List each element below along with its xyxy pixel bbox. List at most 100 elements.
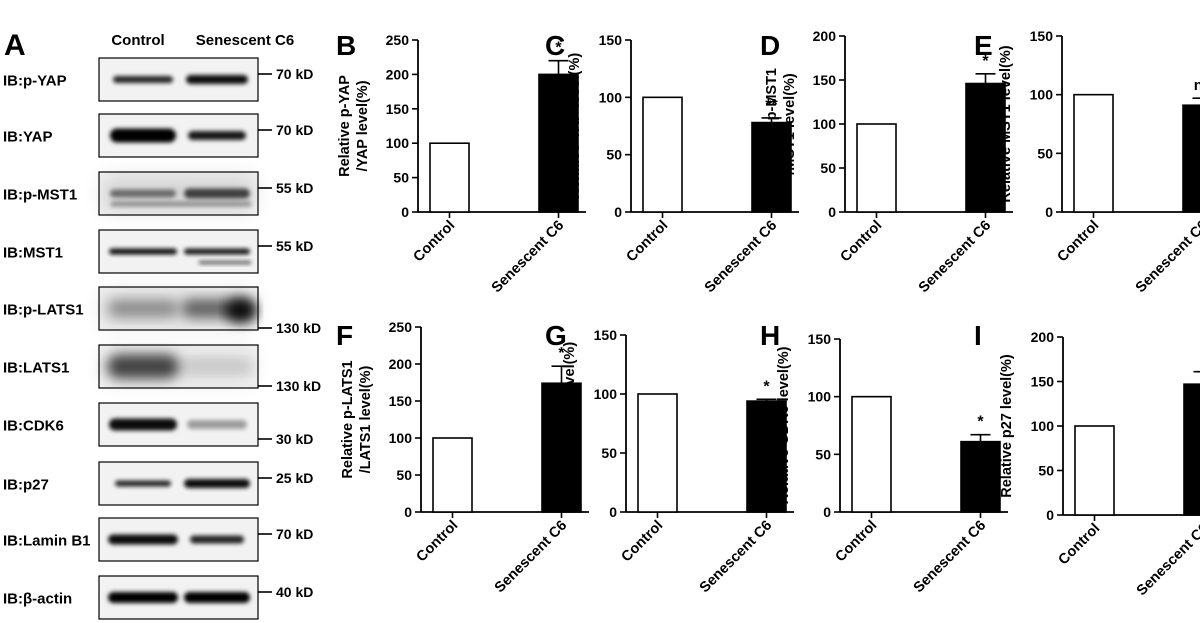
bar-chart: F 0 50 100 150 200 250 Relative p-LATS1/LATS1 l… — [336, 319, 589, 596]
blot-band-control — [113, 76, 173, 83]
x-tick-label: Senescent C6 — [702, 218, 781, 297]
y-tick-label: 50 — [396, 467, 412, 483]
y-axis-label: Relative p27 level(%) — [999, 354, 1015, 498]
y-tick-label: 250 — [386, 32, 410, 48]
blot-band-control — [108, 534, 178, 545]
y-tick-label: 150 — [599, 32, 623, 48]
y-axis-label: Relative p-YAP — [337, 75, 353, 177]
blot-band-senescent — [187, 420, 247, 429]
y-tick-label: 50 — [601, 445, 617, 461]
panel-letter: B — [336, 30, 356, 61]
y-tick-label: 100 — [1031, 418, 1055, 434]
marker-size-label: 30 kD — [276, 431, 313, 447]
y-tick-label: 100 — [1030, 87, 1054, 103]
bar-chart: C 0 50 100 150 Relative YAP level(%) Control Se… — [545, 30, 799, 296]
x-tick-label: Senescent C6 — [489, 218, 568, 297]
blot-row-label: IB:LATS1 — [3, 360, 69, 377]
y-tick-label: 100 — [389, 430, 413, 446]
bar-control — [1074, 425, 1115, 516]
bar-chart: G 0 50 100 150 Relative LATS1 level(%) Control… — [545, 320, 794, 596]
y-tick-label: 150 — [594, 327, 618, 343]
y-tick-label: 100 — [386, 135, 410, 151]
blot-row: IB:MST1 55 kD — [3, 229, 313, 274]
x-tick-label: Senescent C6 — [697, 518, 776, 597]
western-blot-panel: A Control Senescent C6 IB:p-YAP 70 kDIB:Y… — [3, 29, 321, 620]
blot-row: IB:YAP 70 kD — [3, 113, 313, 158]
y-tick-label: 0 — [609, 504, 617, 520]
x-tick-label: Senescent C6 — [1134, 521, 1200, 600]
y-tick-label: 100 — [594, 386, 618, 402]
blot-row-label: IB:β-actin — [3, 591, 72, 608]
x-tick-label: Control — [624, 218, 672, 266]
y-tick-label: 150 — [808, 331, 832, 347]
blot-band-senescent — [184, 188, 250, 199]
y-tick-label: 100 — [599, 89, 623, 105]
bar-control — [1073, 93, 1114, 213]
marker-size-label: 130 kD — [276, 320, 321, 336]
y-tick-label: 200 — [813, 28, 837, 44]
y-tick-label: 50 — [1037, 145, 1053, 161]
y-axis-label: Relative p-LATS1 — [340, 360, 356, 478]
blot-band-control — [108, 592, 178, 603]
panel-letter: F — [336, 320, 353, 351]
blot-band-lower — [199, 260, 251, 265]
significance-marker: * — [555, 40, 562, 57]
marker-size-label: 55 kD — [276, 180, 313, 196]
y-tick-label: 100 — [808, 389, 832, 405]
bar-chart: B 0 50 100 150 200 250 Relative p-YAP/YAP level… — [336, 30, 586, 296]
blot-row: IB:β-actin 40 kD — [3, 575, 313, 620]
y-tick-label: 150 — [1031, 374, 1055, 390]
y-axis-label: Relative CDK6 level(%) — [776, 346, 792, 504]
bar-chart: H 0 50 100 150 Relative CDK6 level(%) Control S… — [760, 320, 1008, 596]
significance-marker: ns — [1194, 77, 1200, 94]
x-tick-label: Control — [1055, 218, 1103, 266]
y-axis-label: /MST1 level(%) — [782, 73, 798, 175]
blot-row-label: IB:p27 — [3, 477, 49, 494]
blot-row: IB:p-YAP 70 kD — [3, 57, 313, 102]
bar-senescent — [1183, 383, 1200, 516]
y-tick-label: 100 — [813, 116, 837, 132]
panel-letter: G — [545, 320, 567, 351]
y-tick-label: 0 — [823, 504, 831, 520]
y-axis-label: /LATS1 level(%) — [358, 365, 374, 473]
y-tick-label: 0 — [1045, 204, 1053, 220]
panel-letter: D — [760, 30, 780, 61]
panel-letter: H — [760, 320, 780, 351]
y-tick-label: 200 — [389, 356, 413, 372]
marker-size-label: 70 kD — [276, 526, 313, 542]
marker-size-label: 40 kD — [276, 584, 313, 600]
marker-size-label: 55 kD — [276, 238, 313, 254]
x-tick-label: Senescent C6 — [1133, 218, 1200, 297]
y-tick-label: 150 — [389, 393, 413, 409]
panel-letter-a: A — [4, 29, 26, 62]
y-tick-label: 150 — [1030, 28, 1054, 44]
y-axis-label: Relative LATS1 level(%) — [562, 342, 578, 505]
bar-chart: D 0 50 100 150 200 Relative p-MST1/MST1 level(… — [760, 28, 1013, 296]
x-tick-label: Control — [619, 518, 667, 566]
blot-band-senescent — [184, 479, 250, 488]
blot-band-control — [115, 480, 171, 487]
blot-band-lower — [111, 201, 251, 207]
bar-control — [637, 393, 678, 513]
y-tick-label: 0 — [401, 204, 409, 220]
marker-size-label: 130 kD — [276, 378, 321, 394]
blot-band-control — [109, 418, 177, 431]
bar-control — [851, 395, 892, 513]
bar-control — [432, 437, 473, 513]
y-tick-label: 50 — [393, 170, 409, 186]
blot-band-senescent — [184, 248, 250, 255]
y-tick-label: 50 — [1038, 463, 1054, 479]
panel-letter: C — [545, 30, 565, 61]
y-tick-label: 50 — [820, 160, 836, 176]
blot-band-control — [110, 189, 176, 198]
blot-row-label: IB:MST1 — [3, 245, 63, 262]
blot-row-label: IB:YAP — [3, 129, 52, 146]
blot-row-label: IB:p-MST1 — [3, 187, 77, 204]
panel-letter: E — [974, 30, 993, 61]
marker-size-label: 25 kD — [276, 470, 313, 486]
x-tick-label: Control — [1056, 521, 1104, 569]
blot-row: IB:p27 25 kD — [3, 461, 313, 506]
blot-band-senescent — [188, 131, 246, 140]
y-tick-label: 150 — [386, 101, 410, 117]
